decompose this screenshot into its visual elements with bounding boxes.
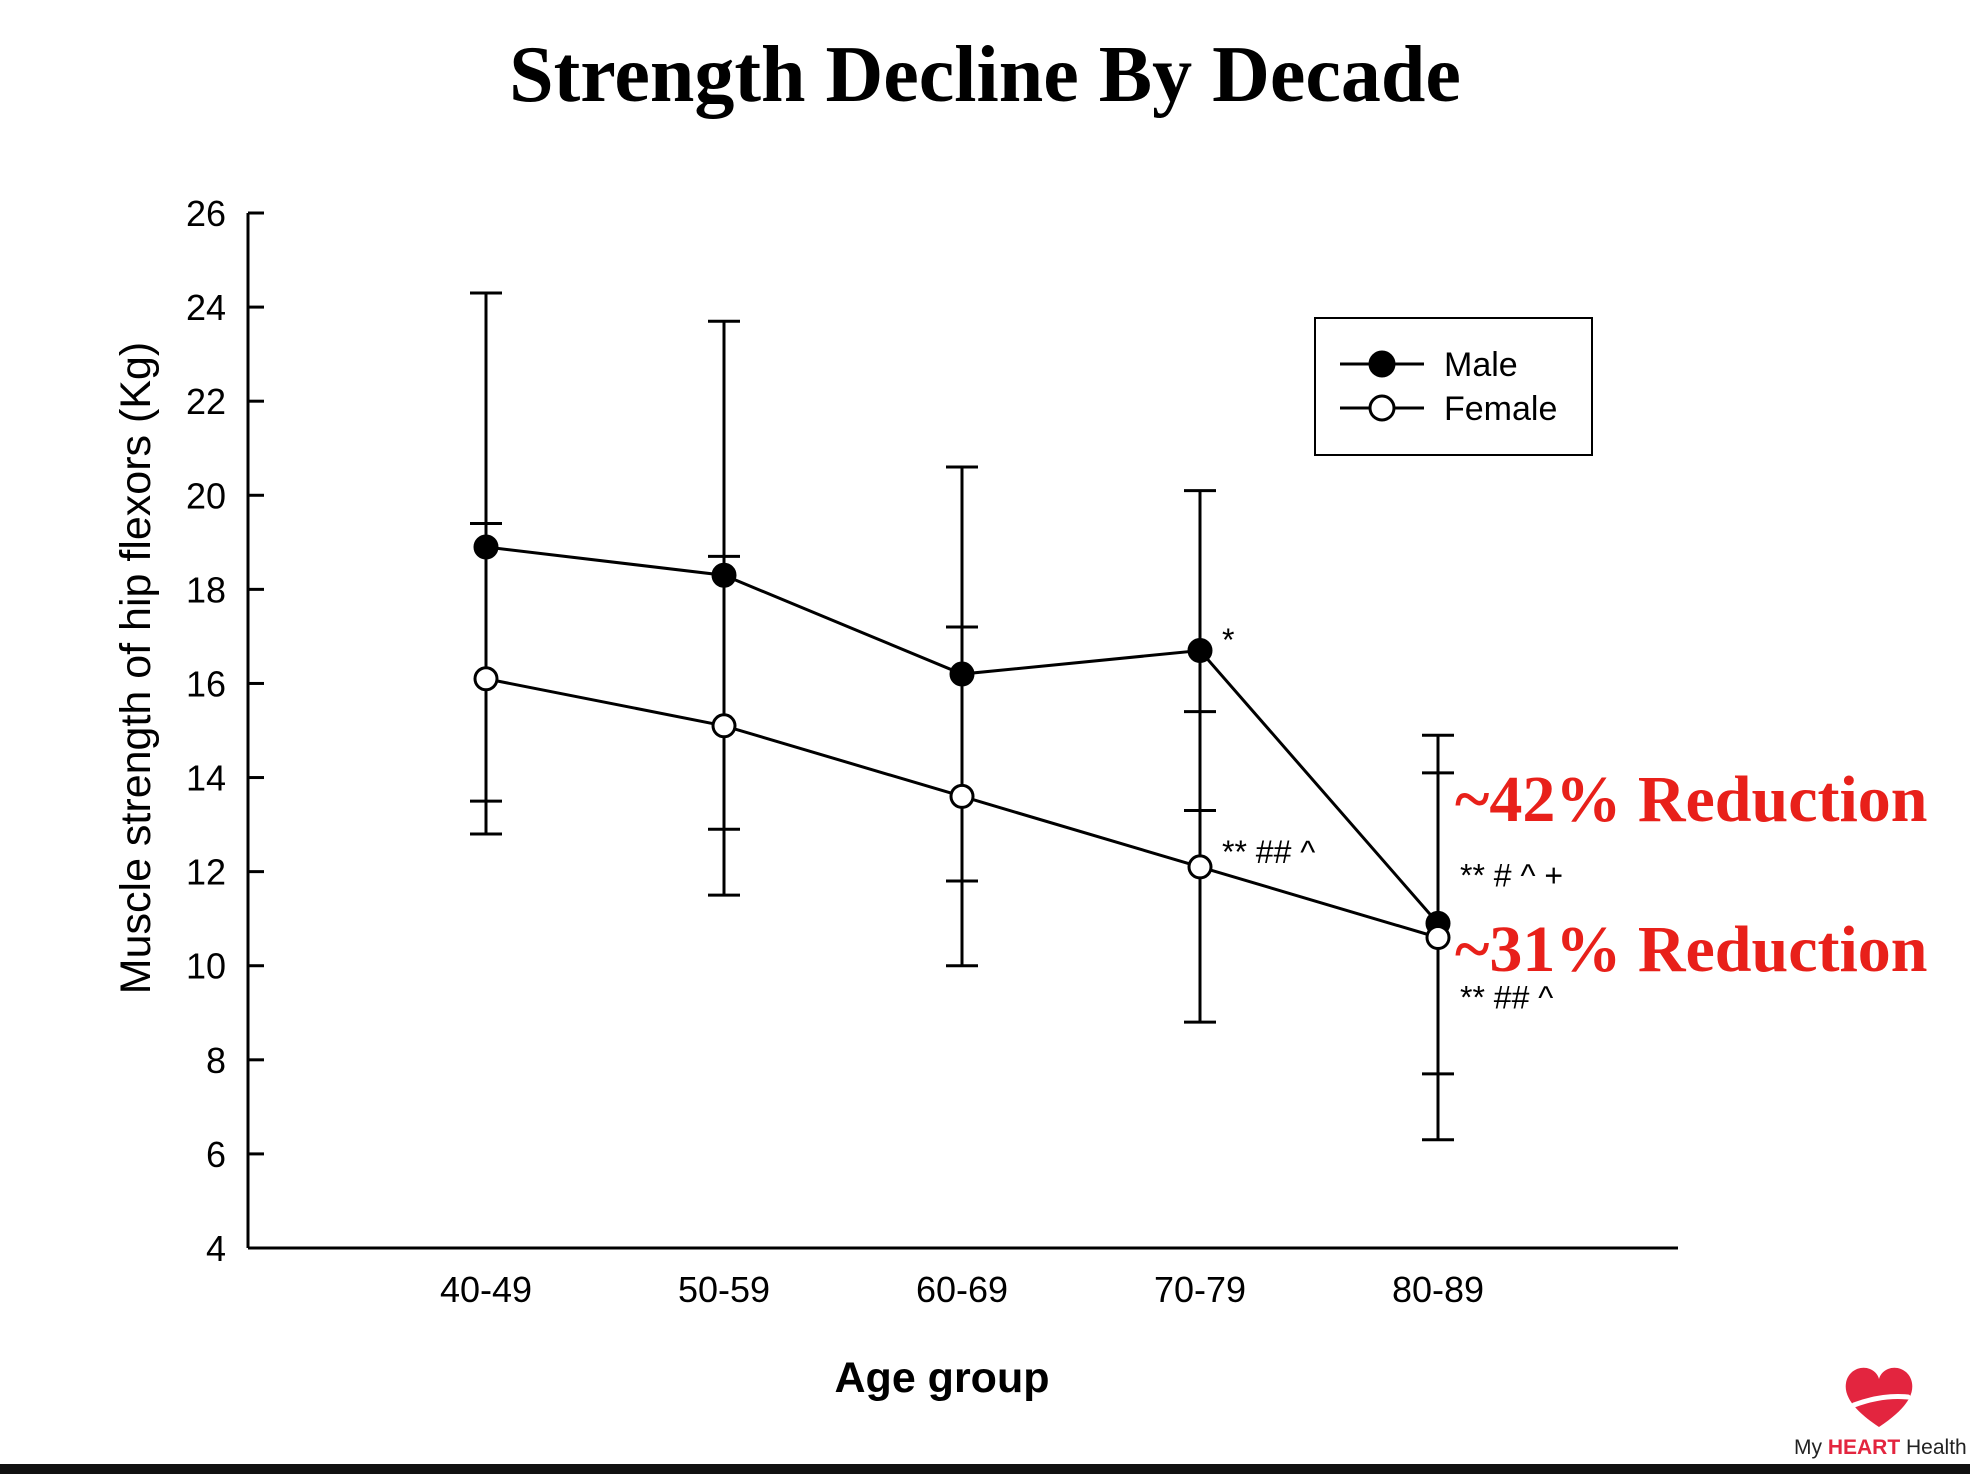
logo-suffix: Health: [1900, 1436, 1967, 1459]
y-tick-label: 6: [206, 1134, 226, 1175]
brand-logo: My HEART Health: [1794, 1365, 1967, 1460]
significance-annotation: *: [1222, 622, 1234, 658]
legend-marker-female: [1368, 394, 1396, 422]
y-tick-label: 24: [186, 287, 226, 328]
data-point-female: [711, 713, 737, 739]
y-tick-label: 10: [186, 946, 226, 987]
data-point-female: [1425, 925, 1451, 950]
legend-label-female: Female: [1444, 390, 1557, 428]
data-point-female: [1187, 854, 1213, 880]
x-tick-label: 70-79: [1154, 1269, 1246, 1310]
x-tick-label: 40-49: [440, 1269, 532, 1310]
data-point-male: [1187, 638, 1213, 664]
legend-marker-male: [1368, 350, 1396, 378]
x-tick-label: 80-89: [1392, 1269, 1484, 1310]
data-point-female: [949, 783, 975, 809]
y-tick-label: 18: [186, 569, 226, 610]
significance-annotation: ** ## ^: [1460, 980, 1553, 1016]
y-tick-label: 8: [206, 1040, 226, 1081]
y-tick-label: 4: [206, 1228, 226, 1269]
logo-brand: HEART: [1827, 1436, 1901, 1459]
data-point-male: [949, 661, 975, 687]
significance-annotation: ** # ^ +: [1460, 857, 1563, 893]
y-tick-label: 26: [186, 193, 226, 234]
logo-text: My HEART Health: [1794, 1436, 1967, 1460]
legend-box: [1314, 317, 1593, 456]
y-tick-label: 16: [186, 663, 226, 704]
x-tick-label: 60-69: [916, 1269, 1008, 1310]
x-axis-label: Age group: [835, 1354, 1050, 1402]
chart-title: Strength Decline By Decade: [509, 31, 1461, 119]
data-point-female: [473, 666, 499, 692]
data-point-male: [473, 534, 499, 560]
x-tick-label: 50-59: [678, 1269, 770, 1310]
legend-label-male: Male: [1444, 346, 1518, 384]
heart-icon: [1845, 1367, 1913, 1427]
y-tick-label: 14: [186, 758, 226, 799]
significance-annotation: ** ## ^: [1222, 834, 1315, 870]
y-tick-label: 12: [186, 852, 226, 893]
bottom-bar: [0, 1464, 1970, 1474]
y-tick-label: 22: [186, 381, 226, 422]
y-tick-label: 20: [186, 475, 226, 516]
data-point-male: [711, 562, 737, 588]
callout-male-reduction: ~42% Reduction: [1455, 763, 1928, 836]
y-axis-label: Muscle strength of hip flexors (Kg): [112, 342, 160, 994]
logo-prefix: My: [1794, 1436, 1828, 1459]
callout-female-reduction: ~31% Reduction: [1455, 913, 1928, 986]
